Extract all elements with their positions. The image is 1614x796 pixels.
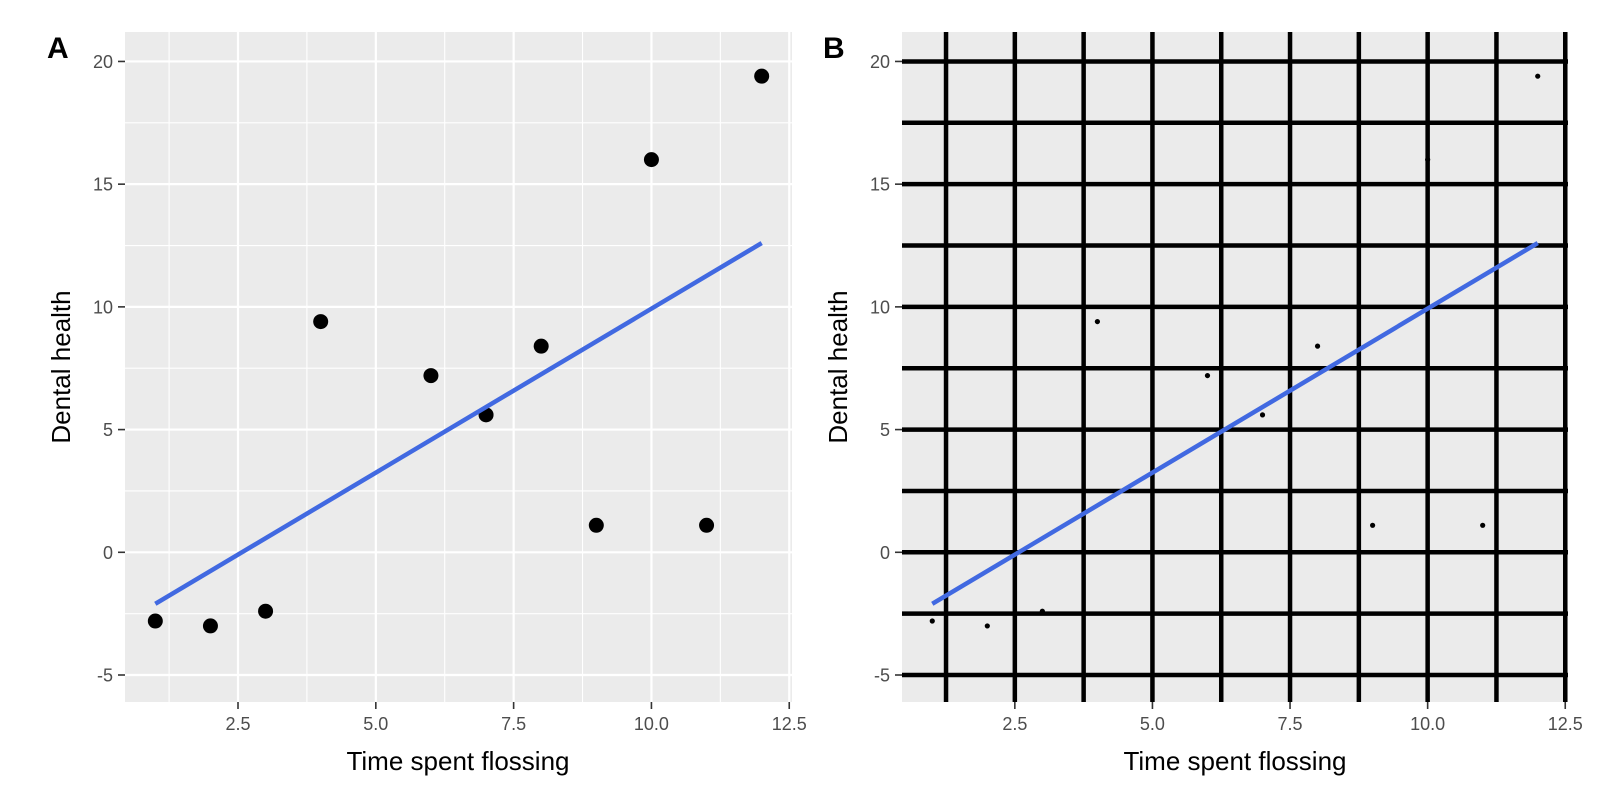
panel-a-x-ticks: 2.5 5.0 7.5 10.0 12.5: [225, 702, 807, 734]
panel-b-y-tick-label: 15: [870, 175, 890, 195]
panel-a-y-tick-label: 10: [93, 297, 113, 317]
panel-a-plot-background: [125, 32, 792, 702]
panel-b-marks: [929, 73, 1541, 629]
panel-b-x-ticks: 2.5 5.0 7.5 10.0 12.5: [1002, 702, 1583, 734]
panel-a-data-point: [643, 152, 659, 168]
panel-a-data-point: [202, 618, 218, 634]
panel-b-y-tick-label: 0: [880, 543, 890, 563]
panel-a-y-tick-label: 0: [103, 543, 113, 563]
panel-b: -5 0 5 10 15 20 2.5 5.0 7.5 10.0 12.5 Time spent …: [823, 32, 1583, 776]
panel-b-x-tick-label: 7.5: [1278, 714, 1303, 734]
panel-a-data-point: [258, 603, 274, 619]
panel-a-data-point: [699, 517, 715, 533]
panel-a-x-tick-label: 12.5: [772, 714, 807, 734]
panel-b-y-ticks: -5 0 5 10 15 20: [870, 52, 902, 686]
panel-a-y-tick-label: 5: [103, 420, 113, 440]
panel-b-data-point: [1535, 73, 1541, 79]
panel-b-data-point: [1204, 372, 1211, 379]
panel-b-data-point: [1314, 343, 1321, 349]
panel-b-major-grid: [902, 32, 1568, 702]
panel-b-data-point: [929, 618, 935, 624]
panel-a-x-tick-label: 10.0: [634, 714, 669, 734]
panel-b-fit-line: [931, 241, 1539, 606]
panel-a-data-point: [147, 613, 163, 629]
panel-a-y-axis-title: Dental health: [46, 290, 76, 443]
panel-b-data-point: [1370, 522, 1376, 528]
panel-b-label: B: [823, 32, 845, 65]
panel-a-x-tick-label: 2.5: [225, 714, 250, 734]
panel-a-y-tick-label: 15: [93, 175, 113, 195]
panel-b-data-point: [1259, 412, 1266, 418]
panel-b-x-tick-label: 5.0: [1140, 714, 1165, 734]
panel-a: -5 0 5 10 15 20 2.5 5.0 7.5 10.0 12.5 Time spent …: [46, 32, 807, 776]
panel-b-data-point: [1094, 318, 1100, 325]
panel-a-x-tick-label: 7.5: [501, 714, 526, 734]
panel-a-y-ticks: -5 0 5 10 15 20: [93, 52, 125, 686]
panel-a-fit-line: [154, 241, 763, 606]
panel-b-x-tick-label: 10.0: [1410, 714, 1445, 734]
panel-a-x-tick-label: 5.0: [363, 714, 388, 734]
panel-a-y-tick-label: -5: [97, 666, 113, 686]
panel-a-data-point: [754, 68, 770, 84]
panel-a-y-tick-label: 20: [93, 52, 113, 72]
panel-b-y-tick-label: 5: [880, 420, 890, 440]
panel-a-data-point: [533, 338, 549, 354]
panel-a-data-point: [313, 314, 329, 330]
panel-a-data-point: [423, 368, 439, 384]
panel-b-x-axis-title: Time spent flossing: [1123, 746, 1346, 776]
panel-a-marks: [147, 68, 770, 634]
panel-b-data-point: [1480, 522, 1486, 528]
panel-b-y-tick-label: 20: [870, 52, 890, 72]
panel-b-data-point: [1039, 608, 1045, 614]
panel-b-y-tick-label: 10: [870, 297, 890, 317]
panel-a-data-point: [588, 517, 604, 533]
panel-a-label: A: [47, 32, 69, 65]
panel-b-x-tick-label: 12.5: [1548, 714, 1583, 734]
panel-b-data-point: [1425, 157, 1431, 163]
panel-b-x-tick-label: 2.5: [1002, 714, 1027, 734]
panel-b-y-axis-title: Dental health: [823, 290, 853, 443]
panel-a-minor-grid: [125, 32, 792, 702]
panel-a-x-axis-title: Time spent flossing: [346, 746, 569, 776]
panel-a-major-grid: [125, 32, 792, 702]
panel-b-data-point: [984, 623, 990, 629]
panel-b-y-tick-label: -5: [874, 666, 890, 686]
